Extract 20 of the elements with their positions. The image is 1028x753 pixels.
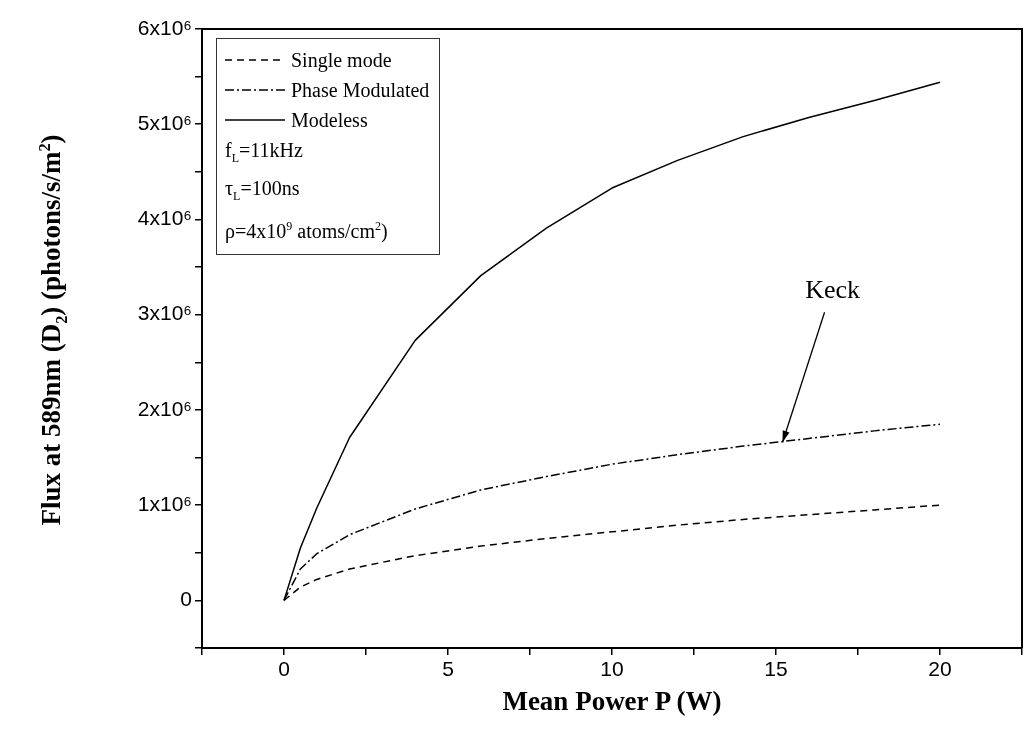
y-tick-label: 5x10⁶	[137, 111, 192, 135]
annotation: f$_{L}$=11kHz	[225, 138, 303, 167]
annotation: τ$_{L}$=100ns	[225, 176, 300, 205]
y-tick-label: 1x10⁶	[137, 491, 192, 515]
x-tick-label: 10	[600, 657, 624, 681]
y-tick-label: 4x10⁶	[137, 206, 192, 230]
legend-label: Single mode	[291, 48, 392, 74]
y-tick-label: 2x10⁶	[137, 396, 192, 420]
x-tick-label: 5	[442, 657, 454, 681]
x-tick-label: 0	[278, 657, 290, 681]
annotation: Keck	[805, 275, 860, 305]
x-tick-label: 15	[764, 657, 788, 681]
x-tick-label: 20	[928, 657, 952, 681]
x-axis-title: Mean Power P (W)	[502, 686, 722, 717]
y-tick-label: 0	[180, 587, 192, 611]
annotation: ρ=4x10$^{9}$ atoms/cm$^{2}$)	[225, 218, 388, 245]
legend-label: Modeless	[291, 108, 368, 133]
legend-label: Phase Modulated	[291, 78, 430, 103]
y-tick-label: 6x10⁶	[137, 15, 192, 39]
y-tick-label: 3x10⁶	[137, 301, 192, 325]
